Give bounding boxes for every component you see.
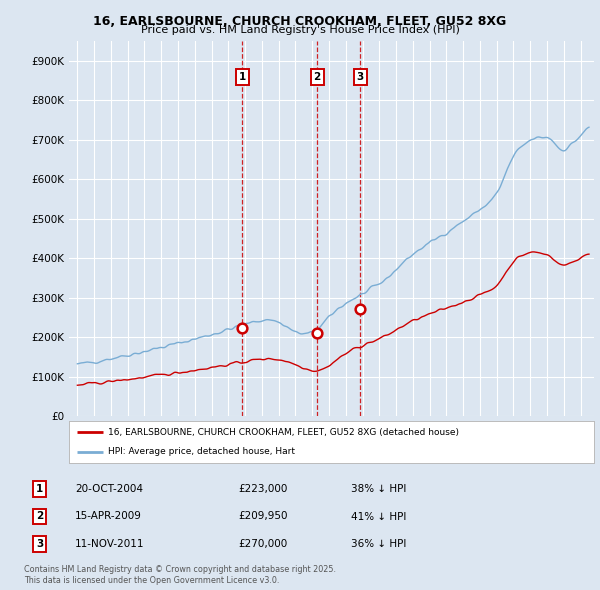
Text: £270,000: £270,000 bbox=[238, 539, 287, 549]
Text: Price paid vs. HM Land Registry's House Price Index (HPI): Price paid vs. HM Land Registry's House … bbox=[140, 25, 460, 35]
Text: 38% ↓ HPI: 38% ↓ HPI bbox=[351, 484, 406, 494]
Text: 3: 3 bbox=[357, 72, 364, 82]
Text: 15-APR-2009: 15-APR-2009 bbox=[75, 512, 142, 522]
Text: 2: 2 bbox=[313, 72, 321, 82]
Text: 16, EARLSBOURNE, CHURCH CROOKHAM, FLEET, GU52 8XG (detached house): 16, EARLSBOURNE, CHURCH CROOKHAM, FLEET,… bbox=[109, 428, 460, 437]
Text: 1: 1 bbox=[36, 484, 43, 494]
Text: 3: 3 bbox=[36, 539, 43, 549]
Text: 20-OCT-2004: 20-OCT-2004 bbox=[75, 484, 143, 494]
Text: Contains HM Land Registry data © Crown copyright and database right 2025.: Contains HM Land Registry data © Crown c… bbox=[24, 565, 336, 574]
Text: 2: 2 bbox=[36, 512, 43, 522]
Text: £223,000: £223,000 bbox=[238, 484, 287, 494]
Text: This data is licensed under the Open Government Licence v3.0.: This data is licensed under the Open Gov… bbox=[24, 576, 280, 585]
Text: HPI: Average price, detached house, Hart: HPI: Average price, detached house, Hart bbox=[109, 447, 295, 456]
Text: 1: 1 bbox=[239, 72, 246, 82]
Text: 11-NOV-2011: 11-NOV-2011 bbox=[75, 539, 144, 549]
Text: 36% ↓ HPI: 36% ↓ HPI bbox=[351, 539, 406, 549]
Text: 41% ↓ HPI: 41% ↓ HPI bbox=[351, 512, 406, 522]
Text: £209,950: £209,950 bbox=[238, 512, 288, 522]
Text: 16, EARLSBOURNE, CHURCH CROOKHAM, FLEET, GU52 8XG: 16, EARLSBOURNE, CHURCH CROOKHAM, FLEET,… bbox=[94, 15, 506, 28]
